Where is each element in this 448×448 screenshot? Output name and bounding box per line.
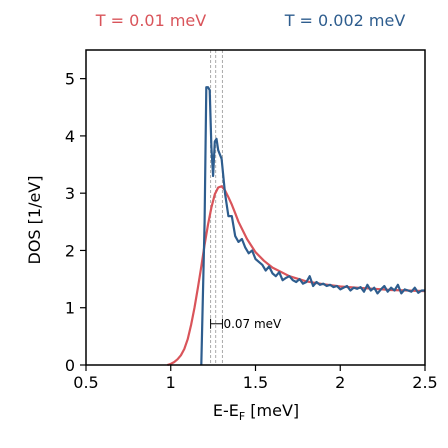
y-tick-label: 3	[65, 184, 75, 203]
y-tick-label: 5	[65, 70, 75, 89]
legend-entry-t-001: T = 0.01 meV	[95, 11, 206, 30]
y-tick-label: 0	[65, 356, 75, 375]
series-line	[167, 185, 426, 367]
y-tick-label: 4	[65, 127, 75, 146]
x-axis-title: E-EF [meV]	[213, 401, 299, 423]
y-tick-label: 1	[65, 299, 75, 318]
y-axis-ticks: 0 1 2 3 4 5	[65, 70, 86, 375]
legend: T = 0.01 meV T = 0.002 meV	[95, 11, 406, 30]
x-tick-label: 1	[166, 373, 176, 392]
x-tick-label: 0.5	[73, 373, 98, 392]
legend-entry-t-0002: T = 0.002 meV	[284, 11, 406, 30]
y-axis-title: DOS [1/eV]	[25, 176, 44, 265]
y-tick-label: 2	[65, 241, 75, 260]
series-line	[200, 86, 425, 366]
series-layer	[167, 86, 426, 367]
x-tick-label: 2	[335, 373, 345, 392]
width-annotation-label: 0.07 meV	[223, 317, 282, 331]
x-tick-label: 1.5	[243, 373, 268, 392]
width-annotation: 0.07 meV	[210, 317, 282, 331]
x-axis-ticks: 0.5 1 1.5 2 2.5	[73, 365, 438, 392]
x-tick-label: 2.5	[412, 373, 437, 392]
